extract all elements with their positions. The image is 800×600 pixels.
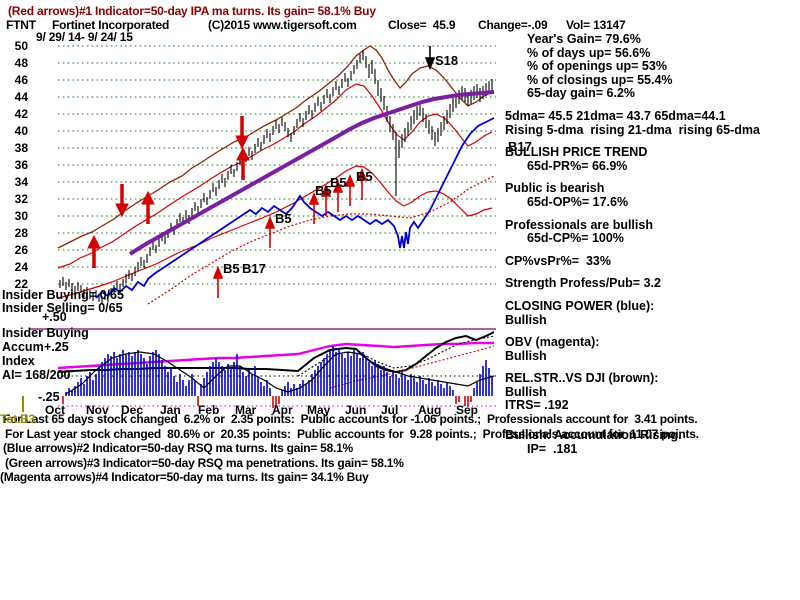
y-tick-38: 38 [14, 141, 28, 155]
x-tick-dec: Dec [121, 403, 144, 417]
y-tick-22: 22 [14, 277, 28, 291]
y-tick-40: 40 [14, 124, 28, 138]
green-arrows-indicator: (Green arrows)#3 Indicator=50-day RSQ ma… [5, 455, 404, 470]
public-sentiment: Public is bearish [505, 181, 605, 196]
x-tick-nov: Nov [86, 403, 109, 417]
cp-percent-65d: 65d-CP%= 100% [527, 231, 624, 246]
relative-strength-value: Bullish [505, 384, 547, 399]
y-tick-26: 26 [14, 243, 28, 257]
pr-percent-65d: 65d-PR%= 66.9% [527, 158, 628, 173]
total-b3-overlay: Tot.B3 [0, 412, 35, 426]
moving-average-trend: Rising 5-dma rising 21-dma rising 65-dma [505, 122, 760, 137]
signal-label-s18: S18 [435, 53, 459, 68]
insider-accum-line1: Insider Buying [2, 326, 89, 340]
y-tick-28: 28 [14, 226, 28, 240]
y-tick-46: 46 [14, 73, 28, 87]
insider-accum-index-value: AI= 168/200 [2, 368, 71, 382]
date-range: 9/ 29/ 14- 9/ 24/ 15 [36, 30, 133, 44]
y-tick-44: 44 [14, 90, 28, 104]
closing-power-title: CLOSING POWER (blue): [505, 298, 655, 313]
insider-accum-line2: Accum [2, 340, 44, 354]
closing-power-line [95, 117, 495, 299]
price-trend-status: BULLISH PRICE TREND [505, 145, 648, 160]
x-tick-mar: Mar [235, 403, 257, 417]
y-tick-30: 30 [14, 209, 28, 223]
insider-selling-label: Insider Selling= 0/65 [2, 301, 123, 315]
blue-arrows-indicator: (Blue arrows)#2 Indicator=50-day RSQ ma … [3, 441, 353, 456]
upper-band-line [57, 83, 493, 269]
x-tick-apr: Apr [272, 403, 293, 417]
price-change: Change=-.09 [478, 18, 548, 32]
accumulation-status: Bullish: Accumulation Rising. [505, 428, 682, 443]
company-name: Fortinet Incorporated [52, 18, 170, 32]
signal-label-b5-c: B5 [356, 169, 373, 184]
scale-minus-quarter-label: -.25 [38, 390, 60, 404]
ip-value: IP= .181 [527, 441, 578, 456]
price-bars [59, 50, 493, 304]
last-year-summary: For Last year stock changed 80.6% or 20.… [5, 426, 699, 441]
lower-band-line [57, 165, 493, 299]
signal-label-b5-d: B5 [275, 211, 292, 226]
price-chart: S18 B17 B5 B5 B5 B5 B5 B17 [30, 36, 532, 408]
signal-label-b5-a: B5 [315, 183, 332, 198]
strength-prof-pub: Strength Profess/Pub= 3.2 [505, 276, 661, 291]
y-tick-48: 48 [14, 56, 28, 70]
x-tick-sep: Sep [456, 403, 479, 417]
obv-title: OBV (magenta): [505, 335, 600, 350]
years-gain-stat: Year's Gain= 79.6% [527, 32, 641, 46]
x-tick-jan: Jan [160, 403, 181, 417]
x-tick-jun: Jun [345, 403, 367, 417]
op-percent-65d: 65d-OP%= 17.6% [527, 194, 629, 209]
x-tick-may: May [307, 403, 331, 417]
signal-label-b5-b: B5 [330, 175, 347, 190]
x-tick-oct: Oct [45, 403, 66, 417]
sixtyfive-day-gain-stat: 65-day gain= 6.2% [527, 86, 636, 101]
days-up-stat: % of days up= 56.6% [527, 45, 651, 60]
copyright-notice: (C)2015 www.tigersoft.com [208, 18, 357, 32]
volume: Vol= 13147 [566, 18, 626, 32]
signal-label-b17-lower: B17 [242, 261, 266, 276]
statistics-panel: Year's Gain= 79.6% % of days up= 56.6% %… [505, 32, 800, 456]
y-tick-32: 32 [14, 192, 28, 206]
openings-up-stat: % of openings up= 53% [527, 59, 667, 74]
ticker-symbol: FTNT [6, 18, 36, 32]
obv-dotted-line [297, 335, 495, 377]
itrs-value: ITRS= .192 [505, 398, 569, 413]
closing-power-value: Bullish [505, 312, 547, 327]
y-tick-24: 24 [14, 260, 28, 274]
cp-vs-pr-ratio: CP%vsPr%= 33% [505, 253, 611, 268]
y-tick-42: 42 [14, 107, 28, 121]
closings-up-stat: % of closings up= 55.4% [527, 72, 673, 87]
scale-plus-half-label: +.50 [42, 310, 67, 324]
obv-companion-line [57, 331, 495, 374]
signal-label-b17: B17 [508, 139, 532, 154]
close-price: Close= 45.9 [388, 18, 456, 32]
last-65-days-summary: For Last 65 days stock changed 6.2% or 2… [3, 412, 698, 426]
closing-power-trendline [147, 175, 495, 305]
insider-buying-label: Insider Buying= 0/65 [2, 288, 124, 302]
obv-value: Bullish [505, 348, 547, 363]
axis-origin-tick [22, 396, 24, 412]
insider-accum-line3: Index [2, 354, 35, 368]
y-tick-50: 50 [14, 39, 28, 53]
y-tick-34: 34 [14, 175, 28, 189]
x-tick-feb: Feb [198, 403, 220, 417]
professional-sentiment: Professionals are bullish [505, 217, 653, 232]
scale-plus-quarter-label: +.25 [44, 340, 69, 354]
fifty-day-ma-line [128, 90, 495, 256]
relative-strength-title: REL.STR..VS DJI (brown): [505, 371, 659, 386]
chart-canvas [30, 45, 496, 407]
x-tick-jul: Jul [381, 403, 399, 417]
price-gridlines [58, 45, 496, 285]
moving-average-values: 5dma= 45.5 21dma= 43.7 65dma=44.1 [505, 108, 726, 123]
x-tick-aug: Aug [418, 403, 442, 417]
y-tick-36: 36 [14, 158, 28, 172]
indicator-headline: (Red arrows)#1 Indicator=50-day IPA ma t… [8, 4, 376, 18]
magenta-arrows-indicator: (Magenta arrows)#4 Indicator=50-day ma t… [0, 470, 369, 485]
signal-label-b5-e: B5 [223, 261, 240, 276]
summary-text-block: For Last 65 days stock changed 6.2% or 2… [0, 412, 800, 485]
